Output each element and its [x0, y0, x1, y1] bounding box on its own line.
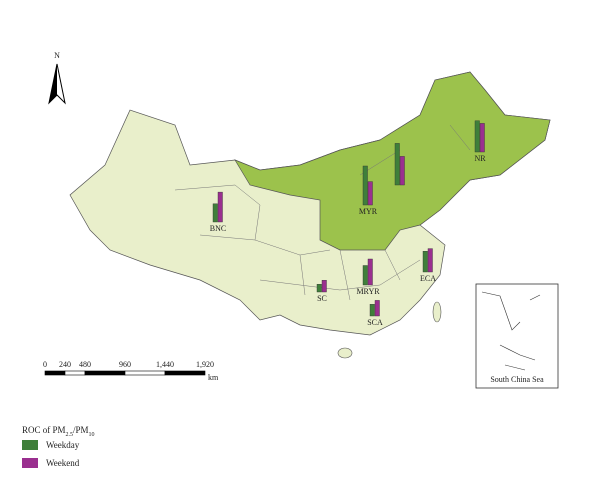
weekend-bar	[367, 258, 373, 286]
inset-coast	[481, 291, 541, 371]
scale-segment	[44, 370, 66, 376]
province-borders	[174, 124, 471, 301]
scale-label: 480	[79, 360, 91, 369]
scale-label: 1,920	[196, 360, 214, 369]
weekday-bar	[474, 120, 480, 153]
legend-title-part: /PM	[73, 425, 89, 435]
scale-segment	[64, 370, 86, 376]
weekday-bar	[362, 165, 368, 206]
legend-label: Weekend	[46, 458, 80, 468]
region-label: ECA	[420, 274, 436, 283]
north-regions	[234, 71, 551, 251]
region-label: SCA	[367, 318, 383, 327]
region-label: MYR	[359, 207, 378, 216]
weekday-bar	[316, 284, 322, 293]
weekday-bar	[369, 304, 375, 317]
legend-title-part: 10	[89, 432, 95, 438]
weekend-bar	[479, 123, 485, 153]
north-label: N	[54, 51, 60, 60]
region-label: BNC	[210, 224, 226, 233]
scale-label: 960	[119, 360, 131, 369]
region-label: MRYR	[356, 287, 380, 296]
inset-label: South China Sea	[490, 375, 544, 384]
scale-label: 240	[59, 360, 71, 369]
weekend-bar	[367, 181, 373, 206]
weekend-bar	[374, 300, 380, 317]
weekday-bar	[422, 250, 428, 273]
legend-label: Weekday	[46, 440, 80, 450]
scale-label: 0	[43, 360, 47, 369]
scale-bar: 0 240 480 960 1,440 1,920 km	[43, 360, 219, 382]
weekend-bar	[427, 248, 433, 273]
weekday-bar	[394, 143, 400, 186]
legend-title: ROC of PM2.5/PM10	[22, 425, 95, 438]
inset-box	[475, 283, 559, 389]
weekday-bar	[362, 265, 368, 286]
scale-segment	[84, 370, 126, 376]
weekend-bar	[217, 191, 223, 223]
region-label: NR	[474, 154, 486, 163]
legend-swatch	[22, 458, 38, 468]
north-arrow-half	[49, 64, 57, 103]
weekday-bar	[212, 203, 218, 223]
region-label: SC	[317, 294, 327, 303]
scale-label: 1,440	[156, 360, 174, 369]
legend: ROC of PM2.5/PM10 Weekday Weekend	[22, 425, 95, 468]
scale-segment	[124, 370, 166, 376]
legend-title-part: ROC of PM	[22, 425, 66, 435]
hainan	[337, 347, 353, 359]
legend-swatch	[22, 440, 38, 450]
bar-groups: NR MYR BNC MRYR ECA SC SCA	[210, 120, 486, 327]
legend-title-part: 2.5	[66, 432, 74, 438]
scale-segment	[164, 370, 206, 376]
taiwan	[432, 301, 442, 323]
weekend-bar	[399, 156, 405, 186]
scale-unit: km	[208, 373, 219, 382]
weekend-bar	[321, 280, 327, 293]
